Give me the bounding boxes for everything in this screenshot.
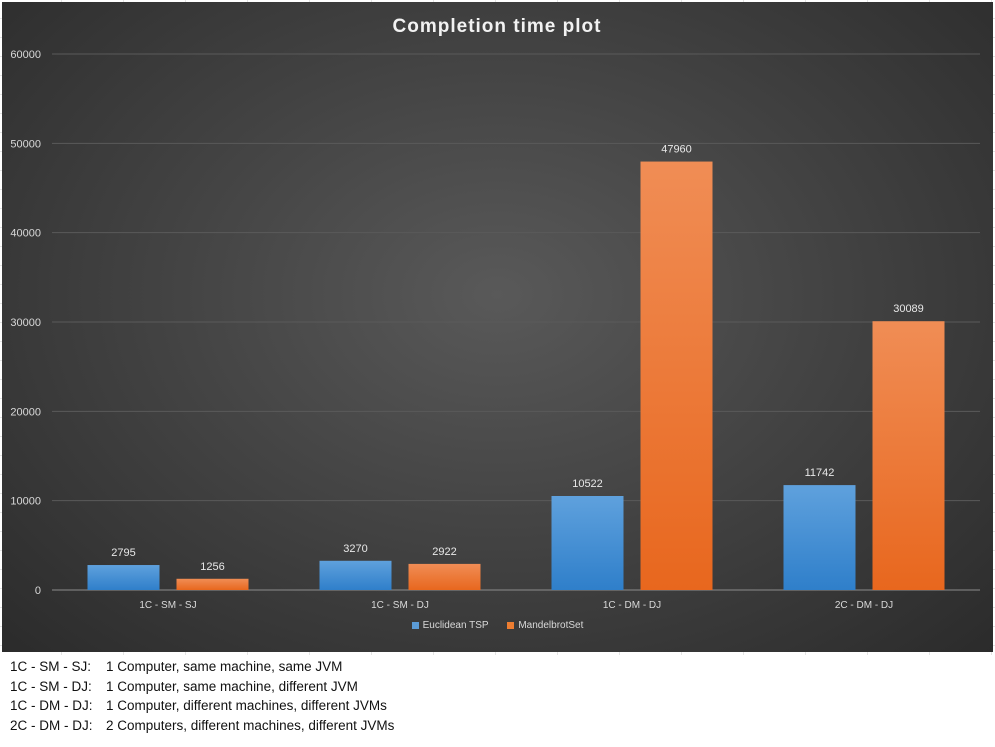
y-tick-label: 50000 [10, 138, 41, 150]
note-code: 1C - DM - DJ: [10, 698, 93, 713]
bar-euclidean-tsp [551, 496, 624, 590]
legend-swatch-orange [507, 621, 515, 629]
note-text: 1 Computer, same machine, different JVM [106, 678, 358, 694]
legend-item-mandelbrot: MandelbrotSet [507, 620, 583, 631]
bar-euclidean-tsp [319, 560, 392, 590]
data-label: 47960 [661, 144, 692, 156]
x-tick-label: 1C - SM - SJ [139, 600, 196, 611]
legend-label: Euclidean TSP [422, 620, 489, 631]
note-text: 1 Computer, different machines, differen… [106, 698, 387, 713]
y-tick-label: 20000 [10, 406, 41, 418]
chart-area: Completion time plot 0 10000 20000 30000 4000… [0, 0, 995, 655]
data-label: 2922 [432, 546, 456, 558]
note-row: 1C - DM - DJ: 1 Computer, different machi… [10, 696, 394, 716]
data-label: 10522 [572, 478, 603, 490]
y-tick-label: 40000 [10, 228, 41, 240]
y-tick-label: 0 [35, 585, 41, 597]
x-tick-label: 1C - DM - DJ [603, 600, 661, 611]
bar-euclidean-tsp [783, 485, 856, 590]
note-code: 1C - SM - DJ: [10, 678, 92, 694]
legend-swatch-blue [411, 621, 419, 629]
y-tick-label: 30000 [10, 317, 41, 329]
bar-mandelbrotset [872, 321, 945, 590]
bar-euclidean-tsp [87, 565, 160, 590]
abbreviation-notes: 1C - SM - SJ: 1 Computer, same machine, s… [10, 657, 394, 735]
note-row: 2C - DM - DJ: 2 Computers, different mach… [10, 716, 394, 736]
legend-item-euclidean: Euclidean TSP [411, 620, 489, 631]
bar-chart: Completion time plot 0 10000 20000 30000 4000… [10, 16, 980, 611]
bar-mandelbrotset [176, 578, 249, 590]
data-label: 30089 [893, 303, 924, 315]
data-label: 3270 [343, 543, 367, 555]
note-code: 2C - DM - DJ: [10, 717, 93, 733]
bar-mandelbrotset [640, 161, 713, 591]
note-code: 1C - SM - SJ: [10, 659, 92, 674]
legend-label: MandelbrotSet [518, 620, 584, 631]
note-text: 1 Computer, same machine, same JVM [106, 659, 343, 674]
note-text: 2 Computers, different machines, differe… [106, 717, 395, 733]
data-label: 11742 [805, 467, 835, 479]
chart-title: Completion time plot [393, 16, 602, 37]
legend: Euclidean TSP MandelbrotSet [0, 620, 995, 631]
data-label: 2795 [111, 547, 135, 559]
y-tick-label: 10000 [10, 496, 41, 508]
data-label: 1256 [200, 561, 224, 573]
note-row: 1C - SM - SJ: 1 Computer, same machine, s… [10, 657, 394, 677]
x-tick-label: 1C - SM - DJ [371, 600, 429, 611]
y-tick-label: 60000 [10, 49, 41, 61]
note-row: 1C - SM - DJ: 1 Computer, same machine, d… [10, 677, 394, 697]
x-tick-label: 2C - DM - DJ [835, 600, 893, 611]
bar-mandelbrotset [408, 563, 481, 590]
